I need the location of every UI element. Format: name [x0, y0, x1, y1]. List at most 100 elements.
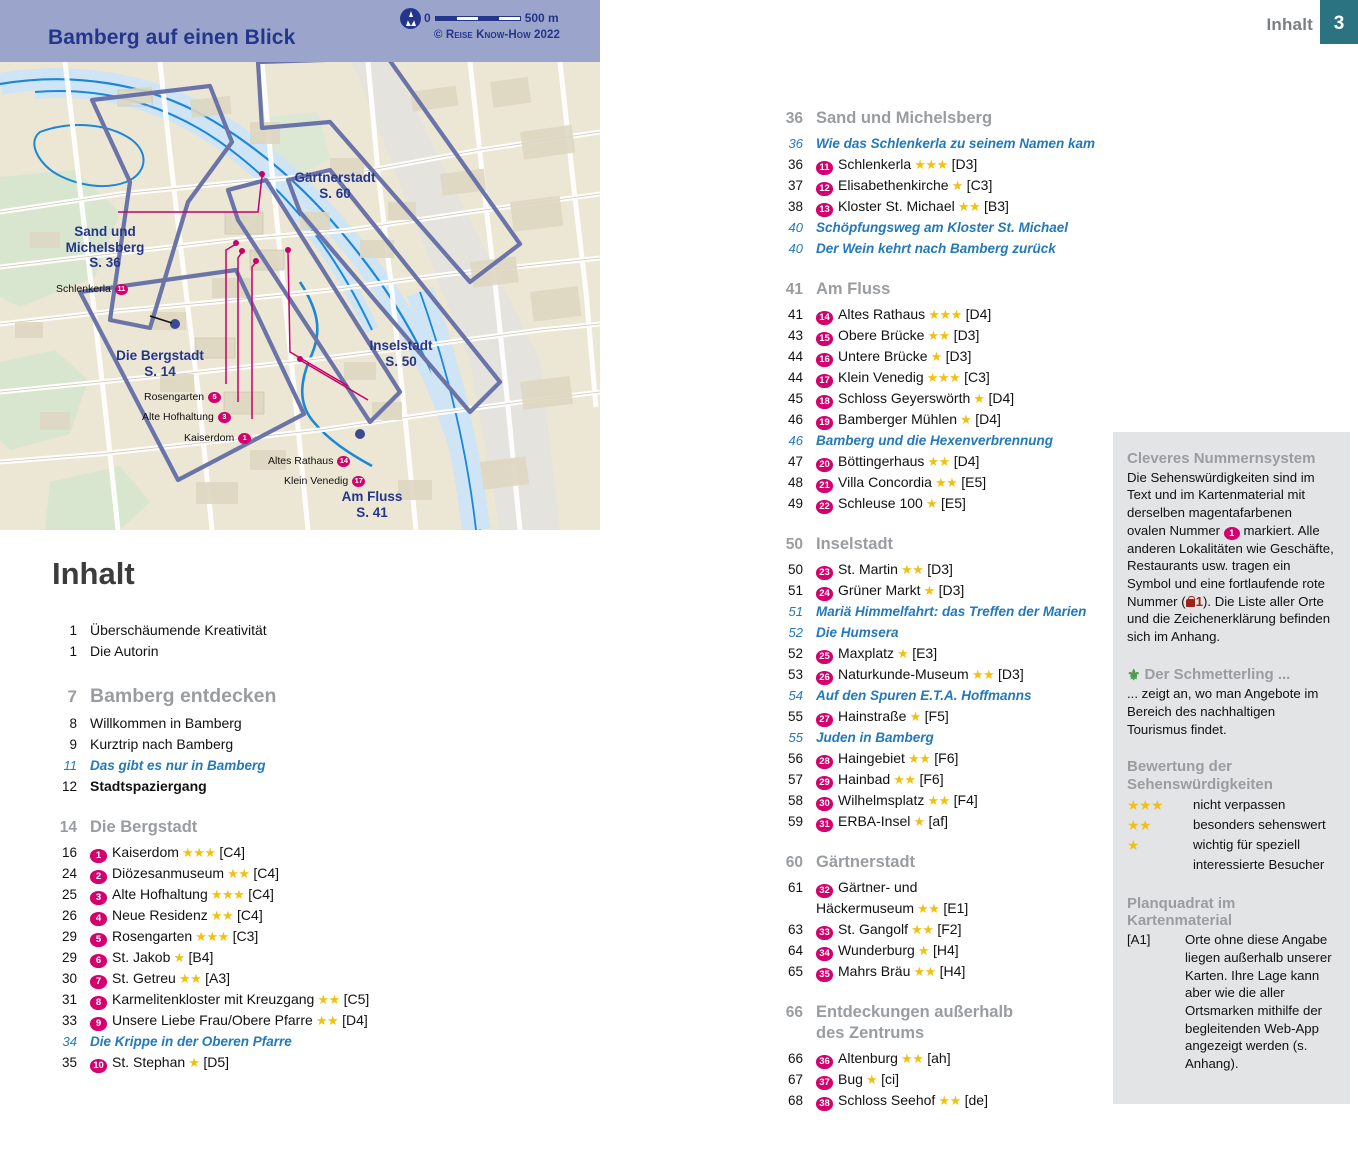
sight-number-oval-31: 31 — [816, 818, 833, 832]
toc-entry-row-bamberg-und-die-hexenverbrennung[interactable]: 46 Bamberg und die Hexenverbrennung — [778, 430, 1103, 451]
map-canvas[interactable] — [0, 55, 600, 530]
toc-entry-row-st-gangolf[interactable]: 63 33 St. Gangolf ★★ [F2] — [778, 919, 1103, 940]
sight-number-oval-2: 2 — [90, 870, 107, 884]
toc-entry-row-neue-residenz[interactable]: 26 4 Neue Residenz ★★ [C4] — [52, 905, 522, 926]
toc-entry-label: 36 Altenburg ★★ [ah] — [816, 1048, 1103, 1069]
toc-section-row-entdeckungen-ausserhalb[interactable]: 66 Entdeckungen außerhalb des Zentrums — [778, 1002, 1103, 1044]
toc-entry-row-dioezesanmuseum[interactable]: 24 2 Diözesanmuseum ★★ [C4] — [52, 863, 522, 884]
map-poi-schlenkerla[interactable]: Schlenkerla 11 — [56, 283, 128, 295]
toc-entry-row-wunderburg[interactable]: 64 34 Wunderburg ★ [H4] — [778, 940, 1103, 961]
toc-entry-row-schoepfungsweg-am-kloster-st-michael[interactable]: 40 Schöpfungsweg am Kloster St. Michael — [778, 217, 1103, 238]
toc-entry-label: Stadtspaziergang — [90, 776, 522, 797]
toc-entry-row-die-autorin[interactable]: 1 Die Autorin — [52, 641, 522, 662]
toc-entry-row-wie-das-schlenkerla-zu-seinem-namen-kam[interactable]: 36 Wie das Schlenkerla zu seinem Namen ka… — [778, 133, 1103, 154]
toc-entry-row-naturkunde-museum[interactable]: 53 26 Naturkunde-Museum ★★ [D3] — [778, 664, 1103, 685]
toc-entry-row-auf-den-spuren-e-t-a-hoffmanns[interactable]: 54 Auf den Spuren E.T.A. Hoffmanns — [778, 685, 1103, 706]
toc-entry-row-bamberger-muehlen[interactable]: 46 19 Bamberger Mühlen ★ [D4] — [778, 409, 1103, 430]
city-overview-map[interactable]: Gärtnerstadt S. 60 Sand und Michelsberg S. … — [0, 0, 600, 530]
grid-reference: [E5] — [957, 474, 987, 490]
toc-section-row-die-bergstadt[interactable]: 14 Die Bergstadt — [52, 817, 522, 838]
toc-entry-row-alte-hofhaltung[interactable]: 25 3 Alte Hofhaltung ★★★ [C4] — [52, 884, 522, 905]
rating-label-cont: interessierte Besucher — [1193, 856, 1325, 872]
sight-number-oval-15: 15 — [816, 332, 833, 346]
toc-entry-row-der-wein-kehrt-nach-bamberg-zurueck[interactable]: 40 Der Wein kehrt nach Bamberg zurück — [778, 238, 1103, 259]
star-rating-1: ★ — [910, 814, 925, 829]
toc-entry-row-willkommen-in-bamberg[interactable]: 8 Willkommen in Bamberg — [52, 713, 522, 734]
star-rating-2: ★★ — [914, 901, 940, 916]
toc-page-number: 54 — [788, 688, 803, 703]
grid-reference: [A3] — [201, 970, 231, 986]
toc-entry-name: Bamberger Mühlen — [838, 411, 958, 427]
toc-entry-label: Schöpfungsweg am Kloster St. Michael — [816, 217, 1103, 238]
toc-entry-row-ueberschaeumende-kreativitaet[interactable]: 1 Überschäumende Kreativität — [52, 620, 522, 641]
toc-section-row-bamberg-entdecken[interactable]: 7 Bamberg entdecken — [52, 686, 522, 707]
toc-entry-row-boettingerhaus[interactable]: 47 20 Böttingerhaus ★★ [D4] — [778, 451, 1103, 472]
toc-entry-label: 14 Altes Rathaus ★★★ [D4] — [816, 304, 1103, 325]
toc-entry-row-haingebiet[interactable]: 56 28 Haingebiet ★★ [F6] — [778, 748, 1103, 769]
sight-number-oval-6: 6 — [90, 954, 107, 968]
toc-entry-row-erba-insel[interactable]: 59 31 ERBA-Insel ★ [af] — [778, 811, 1103, 832]
toc-entry-row-stadtspaziergang[interactable]: 12 Stadtspaziergang — [52, 776, 522, 797]
toc-entry-row-altenburg[interactable]: 66 36 Altenburg ★★ [ah] — [778, 1048, 1103, 1069]
toc-entry-label: Wie das Schlenkerla zu seinem Namen kam — [816, 133, 1103, 154]
map-poi-kaiserdom[interactable]: Kaiserdom 1 — [184, 432, 252, 444]
toc-entry-row-kloster-st-michael[interactable]: 38 13 Kloster St. Michael ★★ [B3] — [778, 196, 1103, 217]
toc-entry-name: Diözesanmuseum — [112, 865, 225, 881]
map-poi-klein-venedig[interactable]: Klein Venedig 17 — [284, 475, 366, 487]
toc-entry-row-st-martin[interactable]: 50 23 St. Martin ★★ [D3] — [778, 559, 1103, 580]
toc-entry-row-karmelitenkloster-mit-kreuzgang[interactable]: 31 8 Karmelitenkloster mit Kreuzgang ★★ [C… — [52, 989, 522, 1010]
toc-entry-row-obere-bruecke[interactable]: 43 15 Obere Brücke ★★ [D3] — [778, 325, 1103, 346]
toc-entry-row-elisabethenkirche[interactable]: 37 12 Elisabethenkirche ★ [C3] — [778, 175, 1103, 196]
toc-page-number: 52 — [788, 625, 803, 640]
toc-entry-row-die-krippe-in-der-oberen-pfarre[interactable]: 34 Die Krippe in der Oberen Pfarre — [52, 1031, 522, 1052]
toc-entry-name: Neue Residenz — [112, 907, 208, 923]
toc-entry-row-gruener-markt[interactable]: 51 24 Grüner Markt ★ [D3] — [778, 580, 1103, 601]
toc-entry-row-juden-in-bamberg[interactable]: 55 Juden in Bamberg — [778, 727, 1103, 748]
star-rating-2: ★★ — [314, 992, 340, 1007]
toc-entry-row-untere-bruecke[interactable]: 44 16 Untere Brücke ★ [D3] — [778, 346, 1103, 367]
toc-entry-label: Das gibt es nur in Bamberg — [90, 755, 522, 776]
toc-entry-row-wilhelmsplatz[interactable]: 58 30 Wilhelmsplatz ★★ [F4] — [778, 790, 1103, 811]
map-poi-altes-rathaus[interactable]: Altes Rathaus 14 — [268, 455, 351, 467]
toc-entry-row-st-jakob[interactable]: 29 6 St. Jakob ★ [B4] — [52, 947, 522, 968]
toc-entry-row-villa-concordia[interactable]: 48 21 Villa Concordia ★★ [E5] — [778, 472, 1103, 493]
map-poi-rosengarten[interactable]: Rosengarten 5 — [144, 391, 222, 403]
toc-entry-row-schlenkerla[interactable]: 36 11 Schlenkerla ★★★ [D3] — [778, 154, 1103, 175]
toc-entry-row-kurztrip-nach-bamberg[interactable]: 9 Kurztrip nach Bamberg — [52, 734, 522, 755]
toc-entry-row-bug[interactable]: 67 37 Bug ★ [ci] — [778, 1069, 1103, 1090]
toc-section-row-am-fluss[interactable]: 41 Am Fluss — [778, 279, 1103, 300]
star-rating-2: ★★ — [897, 1051, 924, 1066]
grid-reference: [D4] — [961, 306, 992, 322]
toc-entry-row-mariae-himmelfahrt-das-treffen-der-marie[interactable]: 51 Mariä Himmelfahrt: das Treffen der Mar… — [778, 601, 1103, 622]
toc-entry-row-schleuse-100[interactable]: 49 22 Schleuse 100 ★ [E5] — [778, 493, 1103, 514]
toc-entry-name: Stadtspaziergang — [90, 778, 207, 794]
grid-reference: [E1] — [939, 900, 969, 916]
toc-section-row-inselstadt[interactable]: 50 Inselstadt — [778, 534, 1103, 555]
toc-entry-row-unsere-liebe-frau-obere-pfarre[interactable]: 33 9 Unsere Liebe Frau/Obere Pfarre ★★ [D4… — [52, 1010, 522, 1031]
toc-entry-row-gaertner-und[interactable]: 61 32 Gärtner- und Häckermuseum ★★ [E1] — [778, 877, 1103, 919]
toc-section-row-gaertnerstadt[interactable]: 60 Gärtnerstadt — [778, 852, 1103, 873]
grid-reference: [C3] — [228, 928, 259, 944]
toc-entry-row-hainbad[interactable]: 57 29 Hainbad ★★ [F6] — [778, 769, 1103, 790]
toc-entry-row-kaiserdom[interactable]: 16 1 Kaiserdom ★★★ [C4] — [52, 842, 522, 863]
toc-entry-row-altes-rathaus[interactable]: 41 14 Altes Rathaus ★★★ [D4] — [778, 304, 1103, 325]
grid-reference: [de] — [960, 1092, 988, 1108]
toc-entry-row-rosengarten[interactable]: 29 5 Rosengarten ★★★ [C3] — [52, 926, 522, 947]
toc-entry-row-schloss-seehof[interactable]: 68 38 Schloss Seehof ★★ [de] — [778, 1090, 1103, 1111]
oval-sample-icon: 1 — [1223, 527, 1240, 540]
toc-entry-row-die-humsera[interactable]: 52 Die Humsera — [778, 622, 1103, 643]
toc-section-row-sand-und-michelsberg[interactable]: 36 Sand und Michelsberg — [778, 108, 1103, 129]
grid-reference: [F2] — [933, 921, 962, 937]
star-rating-2: ★★ — [954, 199, 981, 214]
toc-entry-row-hainstrasse[interactable]: 55 27 Hainstraße ★ [F5] — [778, 706, 1103, 727]
toc-entry-row-klein-venedig[interactable]: 44 17 Klein Venedig ★★★ [C3] — [778, 367, 1103, 388]
toc-entry-row-schloss-geyerswoerth[interactable]: 45 18 Schloss Geyerswörth ★ [D4] — [778, 388, 1103, 409]
toc-entry-row-das-gibt-es-nur-in-bamberg[interactable]: 11 Das gibt es nur in Bamberg — [52, 755, 522, 776]
toc-entry-row-st-getreu[interactable]: 30 7 St. Getreu ★★ [A3] — [52, 968, 522, 989]
toc-entry-row-st-stephan[interactable]: 35 10 St. Stephan ★ [D5] — [52, 1052, 522, 1073]
toc-entry-row-maxplatz[interactable]: 52 25 Maxplatz ★ [E3] — [778, 643, 1103, 664]
running-header: Inhalt 3 — [1266, 0, 1358, 44]
toc-entry-row-mahrs-braeu[interactable]: 65 35 Mahrs Bräu ★★ [H4] — [778, 961, 1103, 982]
map-poi-alte-hofhaltung[interactable]: Alte Hofhaltung 3 — [142, 411, 231, 423]
rating-label: nicht verpassen — [1193, 796, 1286, 812]
